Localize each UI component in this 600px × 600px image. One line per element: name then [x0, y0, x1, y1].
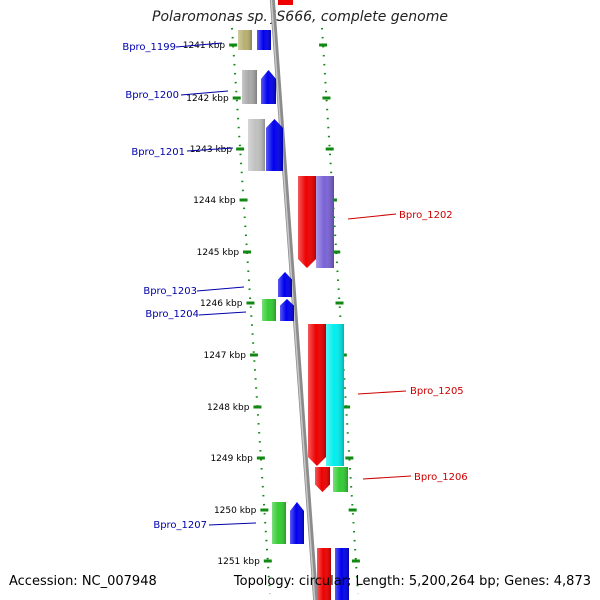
gene-bpro-1203-shade: [278, 272, 292, 297]
kbp-label: 1249 kbp: [210, 454, 253, 464]
accession-label: Accession: NC_007948: [9, 574, 157, 589]
kbp-label: 1243 kbp: [190, 145, 233, 155]
gene-bpro-1206-a-shade: [315, 467, 330, 492]
gene-bpro-1200-a-shade: [242, 70, 257, 104]
gene-bpro-1206-b-shade: [333, 467, 348, 492]
gene-bpro-1206-b: [333, 467, 348, 492]
gene-bpro-1207-a: [272, 502, 286, 544]
gene-bpro-1204-leader: [198, 311, 247, 316]
gene-bpro-1201-label: Bpro_1201: [131, 147, 185, 158]
kbp-label: 1246 kbp: [200, 299, 243, 309]
map-title: Polaromonas sp. JS666, complete genome: [152, 9, 448, 25]
gene-bpro-1206-label: Bpro_1206: [414, 472, 468, 483]
kbp-label: 1244 kbp: [193, 196, 236, 206]
gene-bpro-1202-b-shade: [316, 176, 334, 268]
gene-bpro-1204-b-shade: [280, 299, 294, 321]
gene-bpro-1204-label: Bpro_1204: [145, 309, 199, 320]
gene-bpro-1202-a-shade: [298, 176, 316, 268]
gene-bpro-1203-label: Bpro_1203: [143, 286, 197, 297]
gene-bpro-1203-leader: [196, 286, 245, 292]
kbp-label: 1242 kbp: [186, 94, 229, 104]
bottom-partial-feature-blue-shade: [335, 548, 349, 600]
gene-bpro-1200-b: [261, 70, 276, 104]
gene-bpro-1201-a-shade: [248, 119, 265, 171]
top-partial-feature: [278, 0, 293, 5]
gene-bpro-1205-a: [308, 324, 326, 466]
gene-bpro-1206-leader: [362, 475, 412, 480]
kbp-label: 1248 kbp: [207, 403, 250, 413]
backbone-highlight: [270, 0, 316, 600]
gene-bpro-1202-leader: [347, 213, 397, 220]
bottom-partial-feature-red: [317, 548, 331, 600]
gene-bpro-1205-label: Bpro_1205: [410, 386, 464, 397]
gene-bpro-1204-b: [280, 299, 294, 321]
gene-bpro-1204-a-shade: [262, 299, 276, 321]
gene-bpro-1205-leader: [357, 390, 407, 395]
gene-bpro-1205-a-shade: [308, 324, 326, 466]
gene-bpro-1201-b: [266, 119, 283, 171]
kbp-label: 1245 kbp: [197, 248, 240, 258]
gene-bpro-1202-a: [298, 176, 316, 268]
gene-bpro-1207-label: Bpro_1207: [153, 520, 207, 531]
gene-bpro-1200-b-shade: [261, 70, 276, 104]
gene-bpro-1207-a-shade: [272, 502, 286, 544]
gene-bpro-1199-label: Bpro_1199: [122, 42, 176, 53]
gene-bpro-1206-a: [315, 467, 330, 492]
kbp-label: 1250 kbp: [214, 506, 257, 516]
gene-bpro-1205-b: [326, 324, 344, 466]
kbp-label: 1241 kbp: [183, 41, 226, 51]
backbone-line: [269, 0, 319, 600]
topology-label: Topology: circular; Length: 5,200,264 bp…: [233, 574, 591, 589]
gene-bpro-1199-a: [238, 30, 252, 50]
bottom-partial-feature-red-shade: [317, 548, 331, 600]
kbp-label: 1251 kbp: [217, 557, 260, 567]
kbp-label: 1247 kbp: [204, 351, 247, 361]
gene-bpro-1207-b-shade: [290, 502, 304, 544]
bottom-partial-feature-blue: [335, 548, 349, 600]
gene-bpro-1204-a: [262, 299, 276, 321]
gene-bpro-1199-a-shade: [238, 30, 252, 50]
gene-bpro-1199-b: [257, 30, 271, 50]
gene-bpro-1200-leader: [180, 90, 229, 96]
gene-bpro-1203: [278, 272, 292, 297]
gene-bpro-1200-label: Bpro_1200: [125, 90, 179, 101]
gene-bpro-1207-leader: [208, 522, 257, 526]
gene-bpro-1201-leader: [186, 147, 234, 152]
gene-bpro-1205-b-shade: [326, 324, 344, 466]
gene-bpro-1202-label: Bpro_1202: [399, 210, 453, 221]
gene-bpro-1207-b: [290, 502, 304, 544]
gene-bpro-1199-b-shade: [257, 30, 271, 50]
gene-bpro-1201-b-shade: [266, 119, 283, 171]
gene-bpro-1201-a: [248, 119, 265, 171]
gene-bpro-1199-leader: [175, 42, 223, 48]
gene-bpro-1202-b: [316, 176, 334, 268]
gene-bpro-1200-a: [242, 70, 257, 104]
